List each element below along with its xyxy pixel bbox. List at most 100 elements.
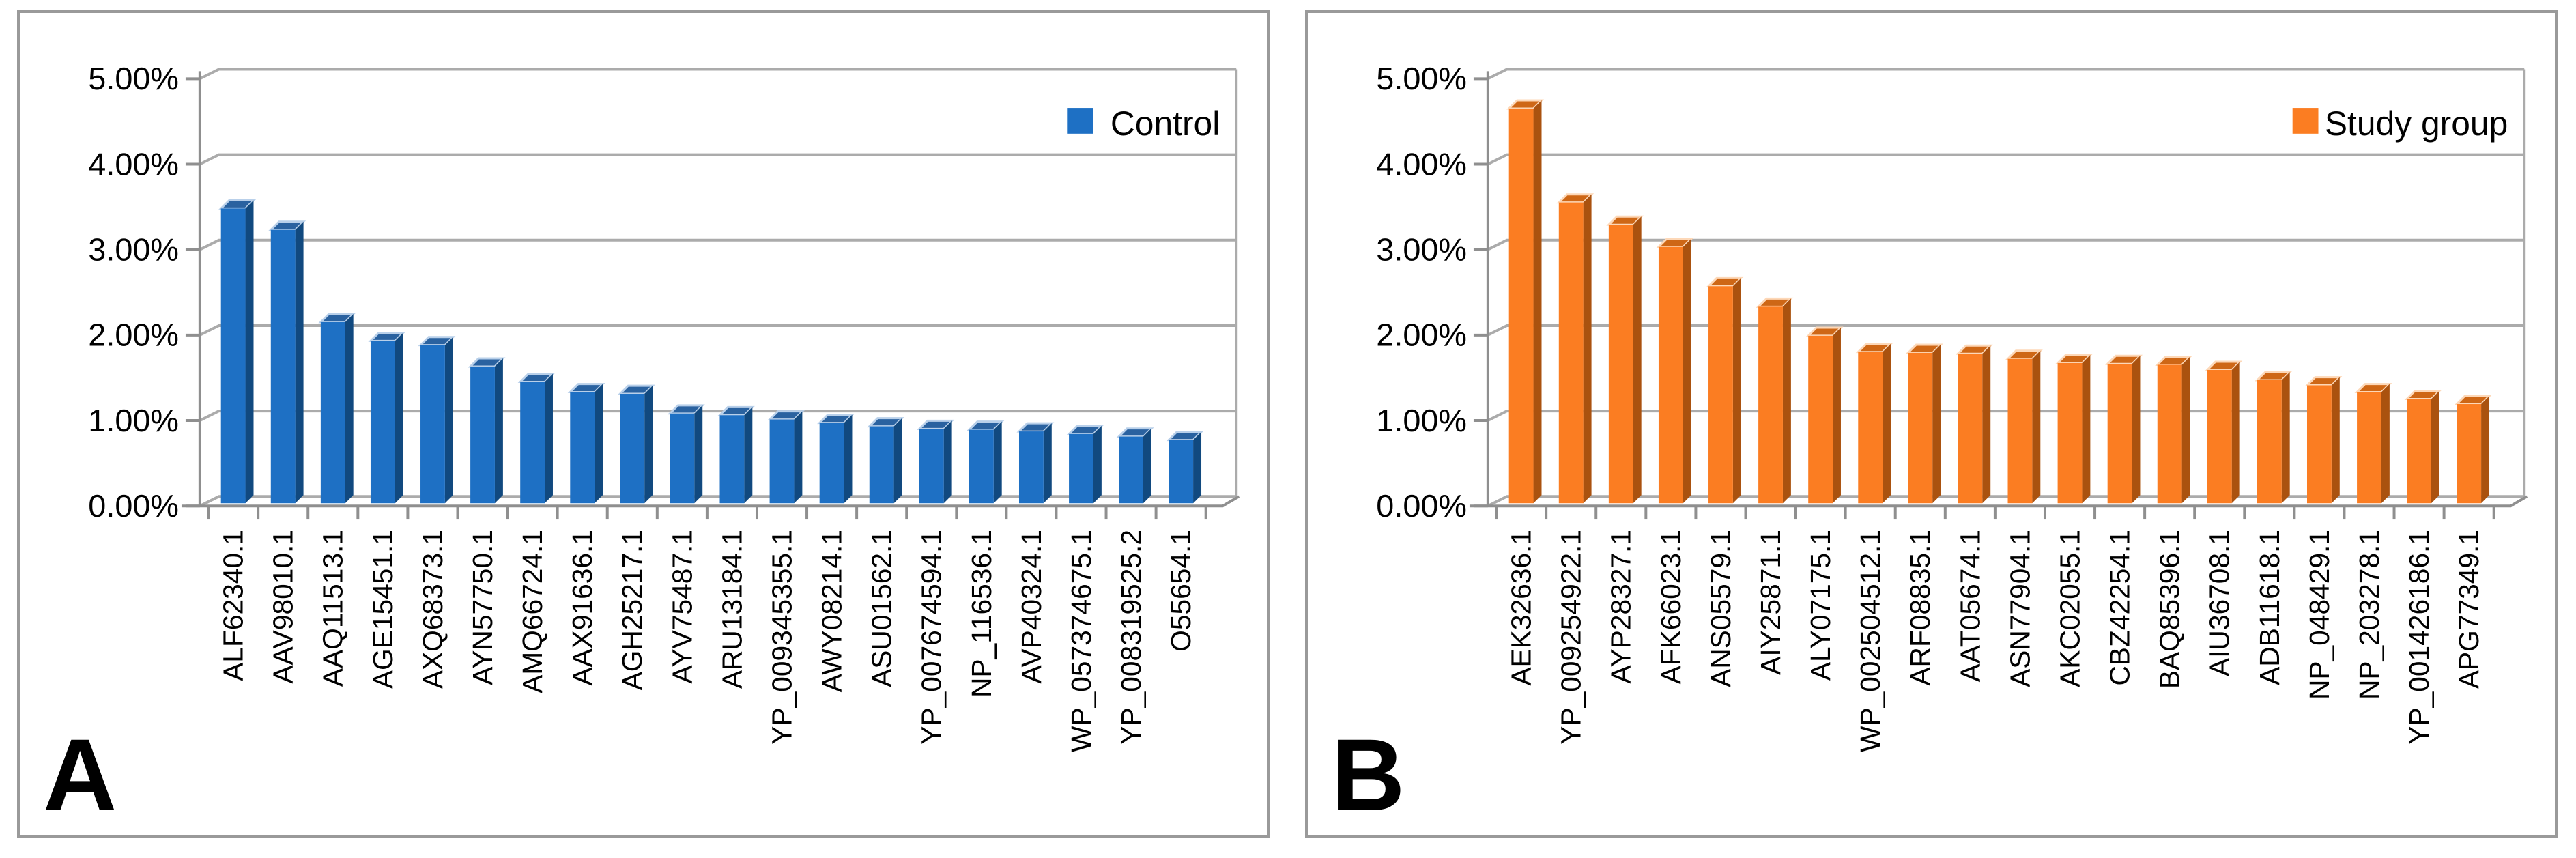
bar — [368, 331, 406, 504]
x-category-label: AXQ68373.1 — [417, 530, 448, 689]
bar-side-face — [2381, 384, 2390, 504]
x-category-label: WP_002504512.1 — [1855, 530, 1886, 752]
gridline — [1487, 324, 2525, 337]
legend: Control — [1067, 104, 1220, 143]
bar-side-face — [1982, 345, 1991, 504]
gridline — [199, 68, 1237, 81]
bar — [2055, 354, 2093, 504]
bar-side-face — [1683, 238, 1691, 504]
bar-side-face — [1093, 425, 1102, 504]
bar — [1855, 343, 1893, 504]
chart-panel-b: 5.00% 4.00% 3.00% 2.00% 1.00% 0.00% AEK32636.1… — [1305, 10, 2558, 838]
bar — [468, 357, 506, 504]
bar-front-face — [320, 321, 345, 504]
legend-label: Control — [1111, 104, 1220, 143]
bar — [2255, 371, 2293, 504]
x-category-label: CBZ42254.1 — [2104, 530, 2135, 686]
x-category-label: AIU36708.1 — [2204, 530, 2235, 676]
x-category-label: ALF62340.1 — [218, 530, 249, 681]
x-category-label: ALY07175.1 — [1805, 530, 1836, 681]
study-group-bar-chart: 5.00% 4.00% 3.00% 2.00% 1.00% 0.00% AEK32636.1… — [1376, 61, 2528, 752]
bar — [318, 313, 356, 504]
bar-front-face — [769, 419, 795, 504]
x-category-label: AAQ11513.1 — [317, 530, 349, 687]
gridline — [1487, 68, 2525, 81]
x-category-label: O55654.1 — [1165, 530, 1197, 652]
legend-swatch — [1067, 108, 1093, 134]
bar-front-face — [2007, 358, 2033, 504]
bar — [2105, 354, 2143, 504]
bar — [967, 420, 1005, 504]
bar — [667, 404, 705, 504]
y-tick-label: 1.00% — [88, 403, 179, 438]
y-tick-label: 4.00% — [1376, 146, 1467, 182]
bar — [2404, 390, 2442, 504]
bar-front-face — [2107, 364, 2132, 504]
bar-side-face — [694, 405, 703, 504]
bar-front-face — [570, 392, 595, 504]
x-axis-line — [1469, 495, 2528, 508]
bar-side-face — [744, 407, 753, 504]
x-category-label: AWY08214.1 — [816, 530, 847, 692]
x-category-label: ARF08835.1 — [1904, 530, 1936, 686]
x-category-label: AGE15451.1 — [367, 530, 399, 689]
bar-front-face — [620, 394, 645, 504]
bar-front-face — [819, 423, 844, 504]
gridline — [199, 153, 1237, 166]
y-tick-label: 3.00% — [1376, 232, 1467, 268]
x-category-label: AYV75487.1 — [666, 530, 698, 684]
bar — [1506, 99, 1545, 504]
bar-front-face — [969, 429, 994, 504]
control-bar-chart: 5.00% 4.00% 3.00% 2.00% 1.00% 0.00% ALF62340.1… — [88, 61, 1240, 752]
gridline — [199, 324, 1237, 337]
x-category-label: AYN57750.1 — [467, 530, 498, 685]
bar-front-face — [1069, 433, 1093, 504]
bar-front-face — [470, 366, 495, 504]
y-tick-label: 1.00% — [1376, 403, 1467, 438]
x-category-label: ADB11618.1 — [2254, 530, 2285, 685]
bar — [1805, 326, 1844, 504]
y-tick-label: 0.00% — [88, 488, 179, 524]
bar-front-face — [1608, 225, 1633, 504]
x-category-label: AFK66023.1 — [1655, 530, 1687, 684]
bar-front-face — [919, 429, 944, 504]
bar-side-face — [2082, 355, 2091, 504]
bar — [717, 405, 755, 504]
bar-front-face — [1808, 335, 1833, 504]
bar — [1756, 297, 1794, 504]
bar-front-face — [1758, 306, 1783, 504]
bar-front-face — [220, 208, 246, 504]
bar-side-face — [494, 358, 503, 504]
x-category-label: BAQ85396.1 — [2154, 530, 2186, 689]
gridline — [1487, 238, 2525, 251]
bar-front-face — [2306, 385, 2332, 504]
bar-front-face — [1958, 354, 1983, 504]
bar-front-face — [869, 426, 894, 504]
x-category-label: AAT05674.1 — [1954, 530, 1986, 682]
bar — [617, 384, 655, 504]
bar — [2155, 356, 2193, 504]
bar-side-face — [1583, 194, 1592, 504]
bar — [268, 220, 306, 504]
x-category-label: AAX91636.1 — [567, 530, 598, 686]
bar-side-face — [444, 337, 453, 504]
bar-side-face — [1533, 100, 1542, 504]
bar-side-face — [1633, 216, 1642, 504]
bar — [1606, 215, 1644, 504]
bar-side-face — [1043, 423, 1052, 504]
bar-front-face — [420, 345, 445, 504]
y-tick-label: 2.00% — [88, 317, 179, 353]
bar-side-face — [345, 313, 354, 504]
bar — [1656, 238, 1694, 504]
bar — [1166, 431, 1204, 504]
bar-side-face — [943, 420, 952, 504]
x-category-label: AMQ66724.1 — [517, 530, 548, 693]
bar-side-face — [794, 411, 803, 504]
bar — [218, 199, 257, 504]
bar-front-face — [2057, 362, 2083, 504]
gridline — [1487, 153, 2525, 166]
bar-front-face — [2207, 369, 2232, 504]
x-category-label: ANS05579.1 — [1705, 530, 1736, 687]
bar-side-face — [2132, 356, 2141, 504]
bar — [2005, 349, 2043, 504]
